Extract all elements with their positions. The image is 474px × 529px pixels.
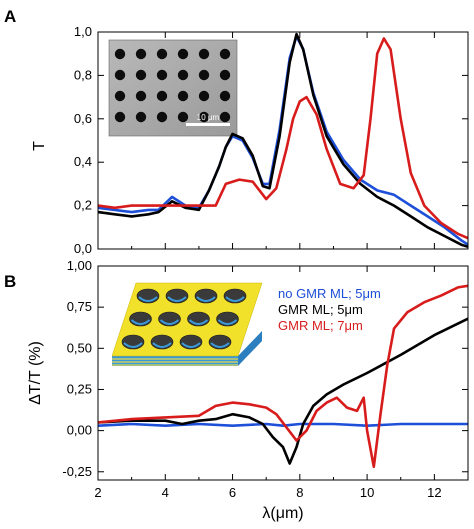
series-group-b	[98, 284, 468, 469]
sem-hole	[177, 48, 189, 60]
series-line-a-1	[98, 32, 468, 249]
series-line-a-2	[98, 37, 468, 240]
legend-entry-2: GMR ML; 7μm	[278, 318, 363, 333]
illustration-holes	[121, 288, 247, 350]
legend-entry-0: no GMR ML; 5μm	[278, 286, 381, 301]
x-axis-label: λ(μm)	[262, 505, 303, 522]
y-tick-label-b: 0,25	[67, 381, 92, 396]
sem-holes	[114, 48, 231, 123]
y-tick-label-a: 0,6	[74, 111, 92, 126]
x-tick-label: 12	[427, 485, 441, 500]
y-tick-label-a: 0,0	[74, 241, 92, 256]
x-tick-label: 2	[94, 485, 101, 500]
sem-hole	[114, 69, 126, 81]
scale-bar	[186, 123, 230, 126]
sem-hole	[219, 69, 231, 81]
y-tick-label-b: -0,25	[62, 464, 92, 479]
y-tick-label-a: 0,4	[74, 154, 92, 169]
sem-hole	[156, 48, 168, 60]
sem-hole	[198, 90, 210, 102]
sem-hole	[156, 69, 168, 81]
illustration-hole-wall	[159, 319, 180, 325]
sem-hole	[114, 111, 126, 123]
illustration-hole-wall	[123, 342, 143, 348]
x-tick-label: 8	[296, 485, 303, 500]
y-axis-label-a: T	[31, 141, 48, 151]
sem-hole	[135, 69, 147, 81]
y-tick-label-b: 0,00	[67, 423, 92, 438]
sem-hole	[219, 48, 231, 60]
sem-micrograph-inset: 10 μm	[108, 39, 238, 137]
illustration-hole-wall	[210, 342, 230, 348]
sem-background	[108, 39, 238, 137]
sem-hole	[135, 48, 147, 60]
chart-panel-a: 0,0 0,2 0,4 0,6 0,8 1,0 10 μm	[74, 24, 469, 256]
panel-label-b: B	[4, 272, 16, 291]
illustration-hole-wall	[225, 296, 245, 302]
sem-hole	[177, 90, 189, 102]
y-axis-label-b: ΔT/T (%)	[27, 341, 44, 405]
sem-hole	[198, 111, 210, 123]
illustration-hole-wall	[130, 319, 151, 325]
ticks-a: 0,0 0,2 0,4 0,6 0,8 1,0	[74, 24, 468, 256]
series-line-b-1	[98, 317, 468, 465]
scale-bar-label: 10 μm	[197, 113, 220, 122]
sem-hole	[114, 48, 126, 60]
sem-hole	[198, 48, 210, 60]
sem-hole	[219, 90, 231, 102]
sem-hole	[114, 90, 126, 102]
layer-side	[238, 331, 262, 366]
y-tick-label-b: 1,00	[67, 258, 92, 273]
x-tick-label: 10	[360, 485, 374, 500]
illustration-hole-wall	[181, 342, 201, 348]
plot-frame-a	[97, 31, 469, 250]
panel-label-a: A	[4, 7, 16, 26]
sem-hole	[135, 111, 147, 123]
x-tick-label: 4	[162, 485, 169, 500]
illustration-hole-wall	[217, 319, 238, 325]
ticks-b: 2 4 6 8 10 12 -0,25 0,00 0,25 0,50 0,75 1,00	[62, 258, 468, 500]
chart-panel-b: 2 4 6 8 10 12 -0,25 0,00 0,25 0,50 0,75 1,00 no GMR…	[62, 258, 469, 500]
illustration-hole-wall	[196, 296, 216, 302]
illustration-hole-wall	[152, 342, 172, 348]
y-tick-label-a: 0,8	[74, 67, 92, 82]
plot-frame-b	[97, 265, 469, 481]
series-group-a	[98, 32, 468, 249]
sem-hole	[219, 111, 231, 123]
illustration-hole-wall	[167, 296, 187, 302]
y-tick-label-a: 0,2	[74, 198, 92, 213]
sem-hole	[156, 90, 168, 102]
illustration-hole-wall	[188, 319, 209, 325]
series-line-b-0	[98, 422, 468, 427]
legend-entry-1: GMR ML; 5μm	[278, 302, 363, 317]
multilayer-illustration-inset	[111, 282, 263, 366]
sem-hole	[198, 69, 210, 81]
sem-hole	[135, 90, 147, 102]
sem-hole	[177, 111, 189, 123]
y-tick-label-b: 0,50	[67, 340, 92, 355]
y-tick-label-b: 0,75	[67, 299, 92, 314]
series-line-b-2	[98, 284, 468, 469]
sem-hole	[177, 69, 189, 81]
y-tick-label-a: 1,0	[74, 24, 92, 39]
illustration-hole-wall	[138, 296, 158, 302]
sem-hole	[156, 111, 168, 123]
x-tick-label: 6	[229, 485, 236, 500]
